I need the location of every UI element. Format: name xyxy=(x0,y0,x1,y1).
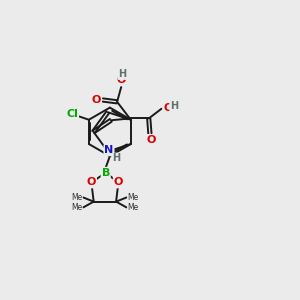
Text: B: B xyxy=(101,168,110,178)
Text: Me: Me xyxy=(71,193,82,202)
Text: O: O xyxy=(163,103,172,112)
Text: O: O xyxy=(87,178,96,188)
Text: O: O xyxy=(117,75,126,85)
Text: N: N xyxy=(104,145,114,155)
Text: O: O xyxy=(92,94,101,104)
Text: Me: Me xyxy=(128,193,139,202)
Text: O: O xyxy=(146,135,156,145)
Text: Me: Me xyxy=(71,203,82,212)
Text: Me: Me xyxy=(128,203,139,212)
Text: H: H xyxy=(118,69,127,79)
Text: O: O xyxy=(114,178,123,188)
Text: Cl: Cl xyxy=(66,109,78,119)
Text: H: H xyxy=(112,153,121,164)
Text: H: H xyxy=(170,101,178,111)
